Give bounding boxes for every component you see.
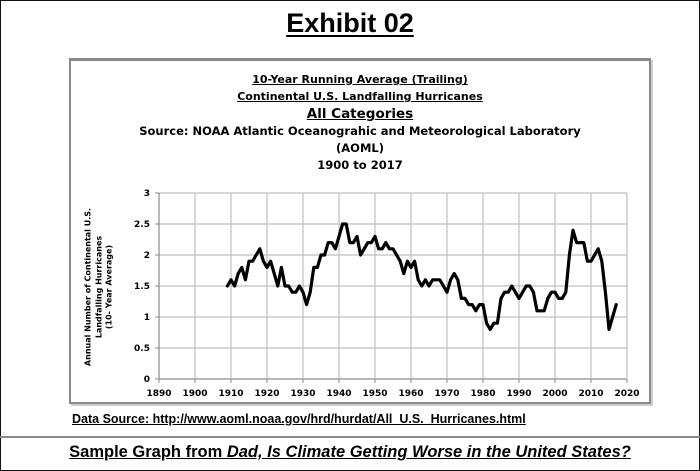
x-tick-label: 1980: [470, 389, 495, 399]
x-tick-label: 1930: [290, 389, 315, 399]
x-tick-label: 1900: [182, 389, 207, 399]
y-tick-label: 2.5: [134, 220, 150, 230]
y-tick-label: 0: [144, 375, 150, 385]
x-tick-label: 1950: [362, 389, 387, 399]
x-tick-label: 1940: [326, 389, 351, 399]
y-tick-label: 2: [144, 251, 150, 261]
footer-divider: [0, 436, 700, 438]
y-tick-label: 1.5: [134, 282, 150, 292]
y-tick-label: 3: [144, 189, 150, 199]
footer-book-title: Dad, Is Climate Getting Worse in the Uni…: [226, 443, 631, 461]
chart-title-line-2: Continental U.S. Landfalling Hurricanes: [237, 90, 483, 103]
x-tick-label: 2020: [614, 389, 639, 399]
x-tick-label: 1960: [398, 389, 423, 399]
x-tick-label: 1910: [218, 389, 243, 399]
chart-title-line-3: All Categories: [306, 106, 414, 122]
chart-titles: 10-Year Running Average (Trailing) Conti…: [69, 71, 651, 174]
x-tick-label: 2010: [578, 389, 603, 399]
chart-subtitle-source: Source: NOAA Atlantic Oceanograhic and M…: [139, 124, 581, 138]
exhibit-title-text: Exhibit 02: [286, 8, 414, 38]
data-source-link[interactable]: Data Source: http://www.aoml.noaa.gov/hr…: [72, 412, 526, 426]
x-tick-label: 1890: [146, 389, 171, 399]
x-tick-label: 1970: [434, 389, 459, 399]
chart-box: [69, 58, 651, 404]
chart-subtitle-aoml: (AOML): [336, 141, 384, 155]
chart-subtitle-years: 1900 to 2017: [317, 158, 403, 172]
x-tick-label: 1990: [506, 389, 531, 399]
footer-caption: Sample Graph from Dad, Is Climate Gettin…: [0, 443, 700, 462]
y-tick-label: 0.5: [134, 344, 150, 354]
footer-prefix: Sample Graph from: [69, 443, 227, 461]
x-tick-label: 1920: [254, 389, 279, 399]
series-line: [225, 222, 618, 331]
x-tick-label: 2000: [542, 389, 567, 399]
y-tick-label: 1: [144, 313, 150, 323]
chart-title-line-1: 10-Year Running Average (Trailing): [252, 73, 468, 86]
exhibit-title: Exhibit 02: [0, 8, 700, 39]
